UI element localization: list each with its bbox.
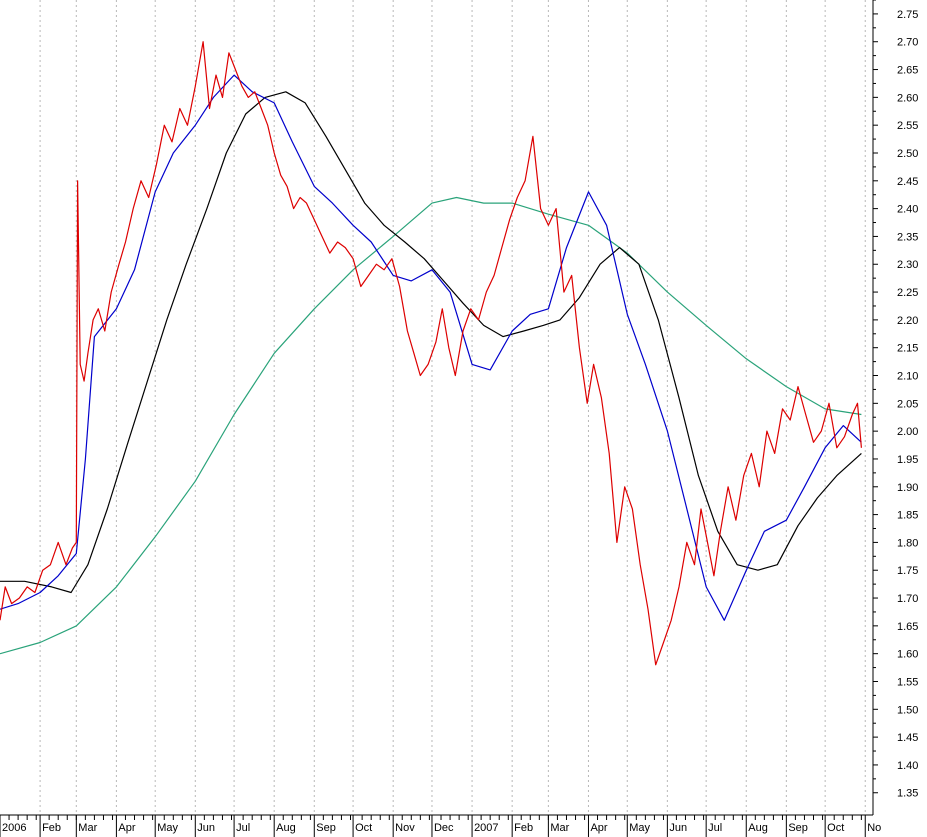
y-tick-label: 1.75 <box>897 565 918 577</box>
x-tick-label: Sep <box>316 822 336 834</box>
y-axis-panel <box>873 0 927 815</box>
series-layer <box>0 41 862 666</box>
x-tick-label: Apr <box>118 822 135 834</box>
x-tick-label: Mar <box>550 822 569 834</box>
x-tick-label: Oct <box>355 822 372 834</box>
x-tick-label: 2006 <box>2 822 26 834</box>
y-tick-label: 2.05 <box>897 398 918 410</box>
y-tick-label: 1.60 <box>897 649 918 661</box>
x-tick-label: Jul <box>236 822 250 834</box>
series-line-1 <box>0 74 862 621</box>
y-tick-label: 2.20 <box>897 315 918 327</box>
x-axis: 2006 Feb Mar Apr May Jun Jul Aug Sep Oct Nov Dec 200… <box>0 814 927 837</box>
y-tick-label: 1.90 <box>897 482 918 494</box>
x-tick-label: Oct <box>827 822 844 834</box>
series-line-3 <box>0 196 862 655</box>
y-tick-label: 2.75 <box>897 9 918 21</box>
y-tick-label: 2.30 <box>897 259 918 271</box>
x-tick-label: Nov <box>395 822 415 834</box>
y-tick-label: 2.10 <box>897 371 918 383</box>
x-tick-label: Aug <box>748 822 768 834</box>
x-tick-label: 2007 <box>474 822 498 834</box>
y-tick-label: 1.45 <box>897 732 918 744</box>
y-tick-label: 1.65 <box>897 621 918 633</box>
y-tick-label: 1.70 <box>897 593 918 605</box>
y-tick-label: 2.15 <box>897 343 918 355</box>
x-axis-panel <box>0 815 927 837</box>
y-tick-label: 2.40 <box>897 204 918 216</box>
y-tick-label: 1.35 <box>897 788 918 800</box>
y-tick-label: 1.50 <box>897 704 918 716</box>
x-tick-label: Apr <box>590 822 607 834</box>
y-tick-label: 1.85 <box>897 510 918 522</box>
x-tick-label: Jul <box>708 822 722 834</box>
y-tick-label: 2.45 <box>897 176 918 188</box>
y-tick-label: 2.35 <box>897 231 918 243</box>
series-line-0 <box>0 41 862 666</box>
y-tick-label: 2.55 <box>897 120 918 132</box>
x-tick-label: Feb <box>514 822 533 834</box>
x-tick-label: Sep <box>788 822 808 834</box>
month-grid <box>39 0 866 815</box>
x-tick-label: Dec <box>434 822 454 834</box>
y-tick-label: 1.95 <box>897 454 918 466</box>
y-tick-label: 2.50 <box>897 148 918 160</box>
series-line-2 <box>0 91 862 594</box>
y-tick-label: 1.40 <box>897 760 918 772</box>
y-tick-label: 1.55 <box>897 676 918 688</box>
y-tick-label: 2.25 <box>897 287 918 299</box>
x-tick-label: Feb <box>42 822 61 834</box>
y-tick-label: 1.80 <box>897 537 918 549</box>
x-tick-label: No <box>867 822 881 834</box>
x-tick-label: May <box>157 822 178 834</box>
x-tick-label: Jun <box>669 822 687 834</box>
y-tick-label: 2.00 <box>897 426 918 438</box>
y-tick-label: 2.65 <box>897 65 918 77</box>
x-tick-label: Jun <box>197 822 215 834</box>
x-tick-label: Mar <box>78 822 97 834</box>
y-axis: 2.75 2.70 2.65 2.60 2.55 2.50 2.45 2.40 2.35 2.30… <box>872 0 927 815</box>
y-tick-label: 2.70 <box>897 37 918 49</box>
x-tick-label: Aug <box>276 822 296 834</box>
x-tick-label: May <box>629 822 650 834</box>
y-tick-label: 2.60 <box>897 92 918 104</box>
